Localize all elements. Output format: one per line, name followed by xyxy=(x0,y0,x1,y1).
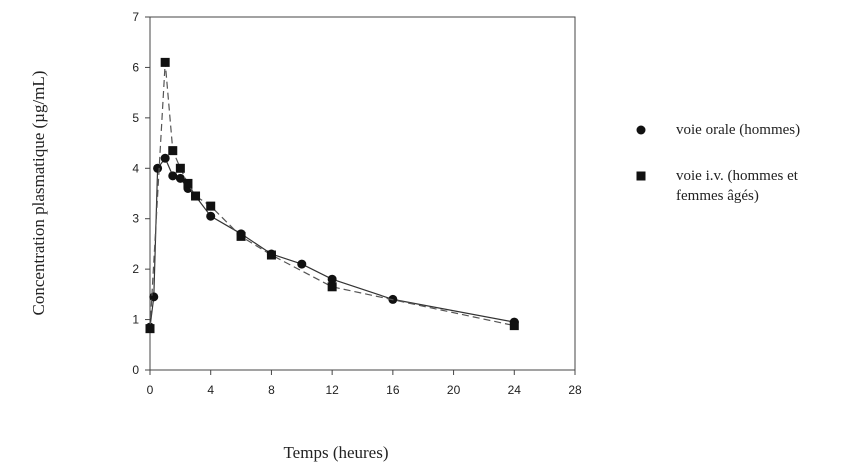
x-tick-label: 0 xyxy=(147,383,154,397)
data-point xyxy=(327,274,337,284)
data-point xyxy=(168,146,178,156)
y-axis-title: Concentration plasmatique (µg/mL) xyxy=(29,71,48,316)
plot-frame xyxy=(149,16,576,371)
data-point xyxy=(191,191,201,201)
data-point xyxy=(149,292,159,302)
data-point xyxy=(297,259,307,269)
y-tick-label: 1 xyxy=(132,313,139,327)
legend-label: voie orale (hommes) xyxy=(676,122,800,138)
x-tick-label: 24 xyxy=(508,383,522,397)
x-tick-label: 12 xyxy=(325,383,339,397)
series-line xyxy=(149,62,515,329)
legend-label: femmes âgés) xyxy=(676,188,759,204)
legend: voie orale (hommes) voie i.v. (hommes et f… xyxy=(636,122,800,204)
x-tick-label: 20 xyxy=(447,383,461,397)
series-line xyxy=(149,157,515,328)
y-axis-ticks: 0 1 2 3 4 5 6 7 xyxy=(132,10,150,377)
data-point xyxy=(153,163,163,173)
data-point xyxy=(509,321,519,331)
data-point xyxy=(175,173,185,183)
data-point xyxy=(236,231,246,241)
data-point xyxy=(206,201,216,211)
x-tick-label: 4 xyxy=(207,383,214,397)
data-point xyxy=(266,250,276,260)
y-tick-label: 6 xyxy=(132,60,139,74)
data-point xyxy=(160,153,170,163)
data-point xyxy=(160,57,170,67)
legend-label: voie i.v. (hommes et xyxy=(676,168,799,184)
legend-circle-marker xyxy=(636,125,646,135)
x-axis-title: Temps (heures) xyxy=(283,443,388,462)
data-point xyxy=(327,282,337,292)
y-tick-label: 4 xyxy=(132,161,139,175)
y-tick-label: 3 xyxy=(132,212,139,226)
data-point xyxy=(206,211,216,221)
data-point xyxy=(168,171,178,181)
data-point xyxy=(175,163,185,173)
data-point xyxy=(183,178,193,188)
legend-square-marker xyxy=(636,171,646,181)
data-point xyxy=(145,324,155,334)
x-tick-label: 16 xyxy=(386,383,400,397)
y-tick-label: 2 xyxy=(132,262,139,276)
x-tick-label: 28 xyxy=(568,383,582,397)
y-tick-label: 5 xyxy=(132,111,139,125)
series-layer xyxy=(145,57,519,334)
x-axis-ticks: 0 4 8 12 16 20 24 28 xyxy=(147,370,582,397)
y-tick-label: 0 xyxy=(132,363,139,377)
y-tick-label: 7 xyxy=(132,10,139,24)
x-tick-label: 8 xyxy=(268,383,275,397)
